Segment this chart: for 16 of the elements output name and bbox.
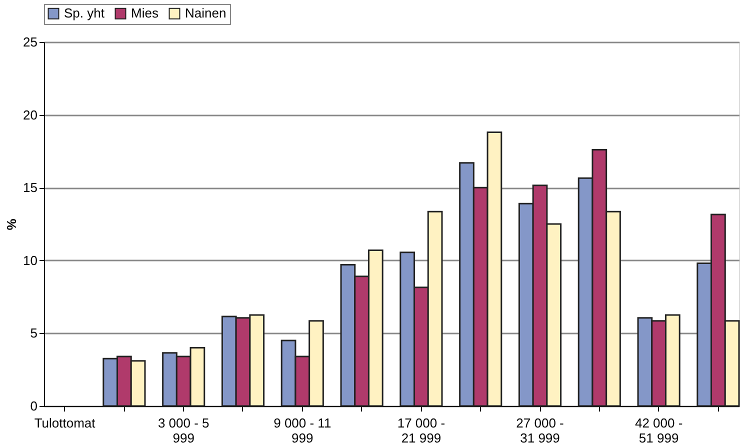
legend-label: Nainen <box>185 6 226 21</box>
y-tick-label: 15 <box>23 180 38 196</box>
x-tick-label: 9 000 - 11 999 <box>274 416 332 446</box>
y-tick-label: 5 <box>30 326 38 341</box>
y-tick-label: 20 <box>23 107 38 122</box>
legend-label: Mies <box>131 6 159 21</box>
y-tick-label: 0 <box>30 398 38 414</box>
x-tick-label: 27 000 - 31 999 <box>516 416 564 446</box>
x-tick-label: 3 000 - 5 999 <box>158 416 210 446</box>
x-tick-label: 17 000 - 21 999 <box>397 416 446 446</box>
y-tick-label: 25 <box>23 34 38 50</box>
x-tick-label: Tulottomat <box>34 416 96 430</box>
legend-label: Sp. yht <box>64 6 105 21</box>
x-tick-label: 42 000 - 51 999 <box>634 416 683 446</box>
y-axis-title: % <box>4 218 20 230</box>
y-tick-label: 10 <box>23 252 38 268</box>
